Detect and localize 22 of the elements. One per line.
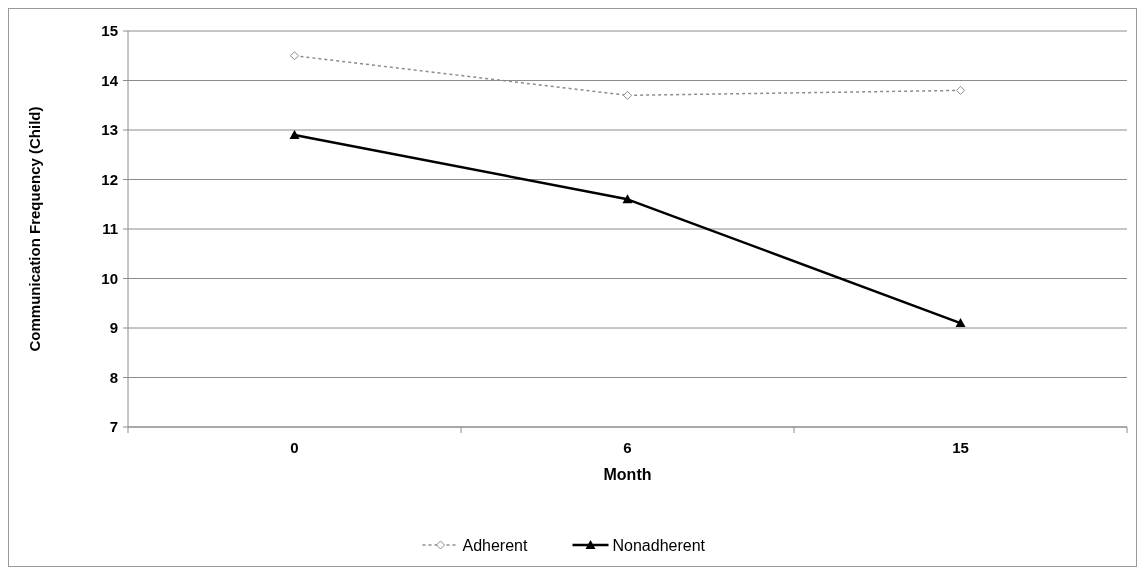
legend-label: Adherent: [462, 536, 528, 554]
y-tick-label: 15: [101, 22, 118, 40]
x-tick-label: 6: [623, 439, 632, 456]
y-tick-label: 8: [109, 368, 118, 386]
y-tick-label: 7: [109, 418, 118, 436]
y-tick-label: 11: [102, 220, 118, 238]
point: [956, 85, 965, 95]
y-tick-label: 14: [101, 71, 119, 89]
y-tick-label: 10: [101, 269, 118, 287]
y-tick-label: 13: [101, 121, 118, 139]
y-axis-title: Communication Frequency (Child): [26, 106, 43, 352]
y-tick-label: 12: [101, 170, 118, 188]
x-axis-title: Month: [603, 466, 652, 483]
point: [290, 51, 299, 61]
point: [289, 129, 300, 139]
y-tick-label: 9: [109, 319, 118, 337]
point: [955, 318, 966, 328]
point: [622, 194, 633, 204]
x-tick-label: 15: [952, 439, 969, 456]
legend-label: Nonadherent: [612, 536, 706, 554]
point: [623, 90, 632, 100]
x-tick-label: 0: [290, 439, 299, 456]
